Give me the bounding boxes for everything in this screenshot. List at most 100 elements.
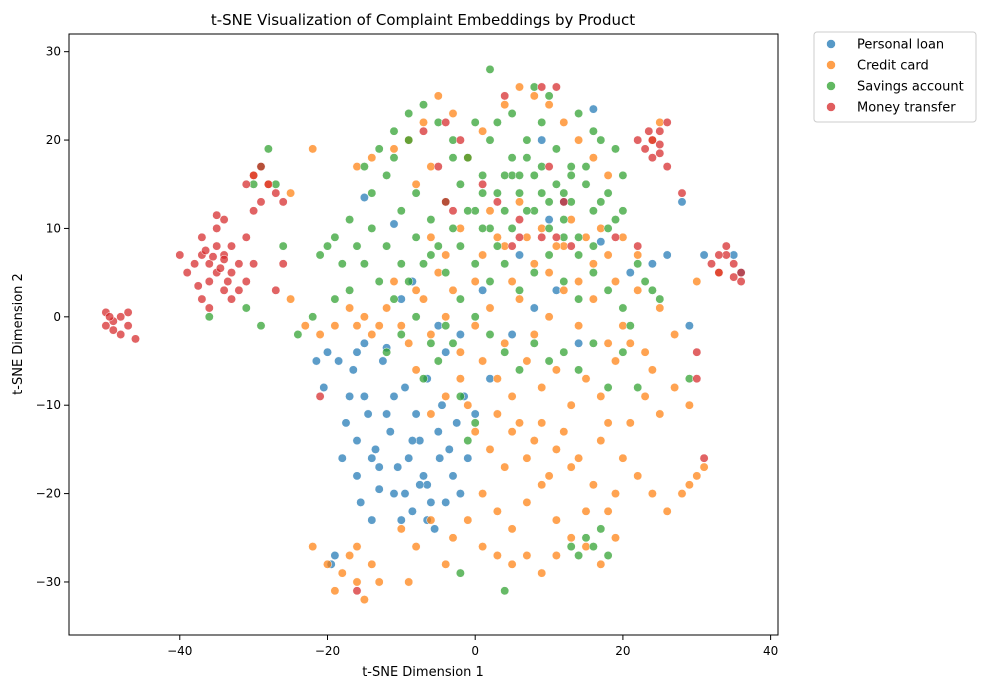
legend-marker <box>826 102 836 112</box>
data-point-money-transfer <box>721 241 731 251</box>
data-point-credit-card <box>559 117 569 127</box>
data-point-personal-loan <box>359 193 369 202</box>
data-point-credit-card <box>603 250 613 260</box>
data-point-credit-card <box>544 268 554 278</box>
data-point-money-transfer <box>278 259 288 269</box>
data-point-credit-card <box>359 595 369 605</box>
data-point-credit-card <box>404 338 414 348</box>
data-point-credit-card <box>352 542 362 552</box>
data-point-credit-card <box>507 427 517 437</box>
data-point-credit-card <box>411 542 421 552</box>
data-point-personal-loan <box>378 356 388 366</box>
data-point-savings-account <box>433 117 443 127</box>
data-point-money-transfer <box>197 294 207 304</box>
data-point-credit-card <box>463 515 473 525</box>
data-point-savings-account <box>588 268 598 278</box>
data-point-money-transfer <box>644 126 654 136</box>
data-point-credit-card <box>581 506 591 516</box>
data-point-personal-loan <box>507 330 517 339</box>
data-point-savings-account <box>441 268 451 278</box>
legend-item-personal-loan: Personal loan <box>826 38 944 53</box>
data-point-money-transfer <box>256 197 266 207</box>
data-point-money-transfer <box>204 303 214 313</box>
data-point-savings-account <box>618 303 628 313</box>
data-point-savings-account <box>241 303 251 313</box>
data-point-savings-account <box>389 153 399 163</box>
data-point-credit-card <box>537 480 547 490</box>
data-point-savings-account <box>485 330 495 339</box>
data-point-savings-account <box>323 241 332 251</box>
data-point-savings-account <box>500 347 510 357</box>
data-point-savings-account <box>271 179 281 189</box>
data-point-savings-account <box>544 356 554 366</box>
data-point-savings-account <box>492 117 502 127</box>
data-point-money-transfer <box>640 144 650 154</box>
data-point-personal-loan <box>345 391 355 401</box>
data-point-money-transfer <box>204 277 214 286</box>
data-point-credit-card <box>529 436 539 446</box>
series-savings-account <box>204 64 694 596</box>
data-point-savings-account <box>470 259 480 269</box>
data-point-savings-account <box>588 126 598 136</box>
data-point-savings-account <box>455 391 465 401</box>
data-point-savings-account <box>537 188 547 198</box>
data-point-savings-account <box>574 109 584 118</box>
data-point-savings-account <box>426 215 436 225</box>
data-point-money-transfer <box>419 126 428 136</box>
data-point-savings-account <box>485 64 495 74</box>
data-point-credit-card <box>633 285 643 295</box>
data-point-savings-account <box>537 117 547 127</box>
data-point-savings-account <box>603 188 613 198</box>
data-point-credit-card <box>419 294 428 304</box>
data-point-credit-card <box>448 285 458 295</box>
data-point-credit-card <box>522 356 532 366</box>
data-point-savings-account <box>574 551 584 560</box>
data-point-money-transfer <box>182 268 192 278</box>
data-point-personal-loan <box>426 497 436 507</box>
data-point-savings-account <box>611 144 620 154</box>
data-point-personal-loan <box>311 356 321 366</box>
data-point-money-transfer <box>201 246 211 255</box>
data-point-savings-account <box>551 144 561 154</box>
data-point-savings-account <box>374 144 384 154</box>
data-point-credit-card <box>478 126 488 136</box>
data-point-credit-card <box>485 444 495 454</box>
data-point-savings-account <box>507 170 517 180</box>
data-point-credit-card <box>588 480 598 490</box>
data-point-credit-card <box>581 232 591 242</box>
data-point-credit-card <box>396 321 406 331</box>
data-point-personal-loan <box>337 453 347 463</box>
data-point-credit-card <box>544 312 554 322</box>
series-credit-card <box>249 82 724 605</box>
data-point-credit-card <box>374 577 384 587</box>
y-axis-label: t-SNE Dimension 2 <box>11 273 26 395</box>
data-point-credit-card <box>441 391 451 401</box>
data-point-savings-account <box>588 241 598 251</box>
data-point-savings-account <box>492 241 502 251</box>
y-tick-label: −30 <box>36 575 61 589</box>
data-point-savings-account <box>515 188 524 198</box>
data-point-credit-card <box>566 533 576 543</box>
data-point-credit-card <box>633 250 643 260</box>
data-point-savings-account <box>359 259 369 269</box>
y-tick-label: 20 <box>46 133 61 147</box>
data-point-money-transfer <box>500 91 510 101</box>
data-point-savings-account <box>603 285 613 295</box>
data-point-credit-card <box>559 241 569 251</box>
data-point-personal-loan <box>400 383 410 392</box>
data-point-credit-card <box>640 391 650 401</box>
legend-item-credit-card: Credit card <box>826 59 929 74</box>
data-point-money-transfer <box>108 325 118 335</box>
data-point-personal-loan <box>647 259 657 269</box>
data-point-credit-card <box>529 259 539 269</box>
data-point-credit-card <box>655 409 665 419</box>
data-point-personal-loan <box>430 524 440 534</box>
data-point-credit-card <box>588 259 598 269</box>
data-point-credit-card <box>500 462 510 472</box>
data-point-credit-card <box>625 338 635 348</box>
data-point-money-transfer <box>692 374 702 384</box>
data-point-credit-card <box>588 294 598 304</box>
data-point-credit-card <box>662 506 672 516</box>
data-point-credit-card <box>551 551 561 560</box>
data-point-credit-card <box>448 109 458 118</box>
